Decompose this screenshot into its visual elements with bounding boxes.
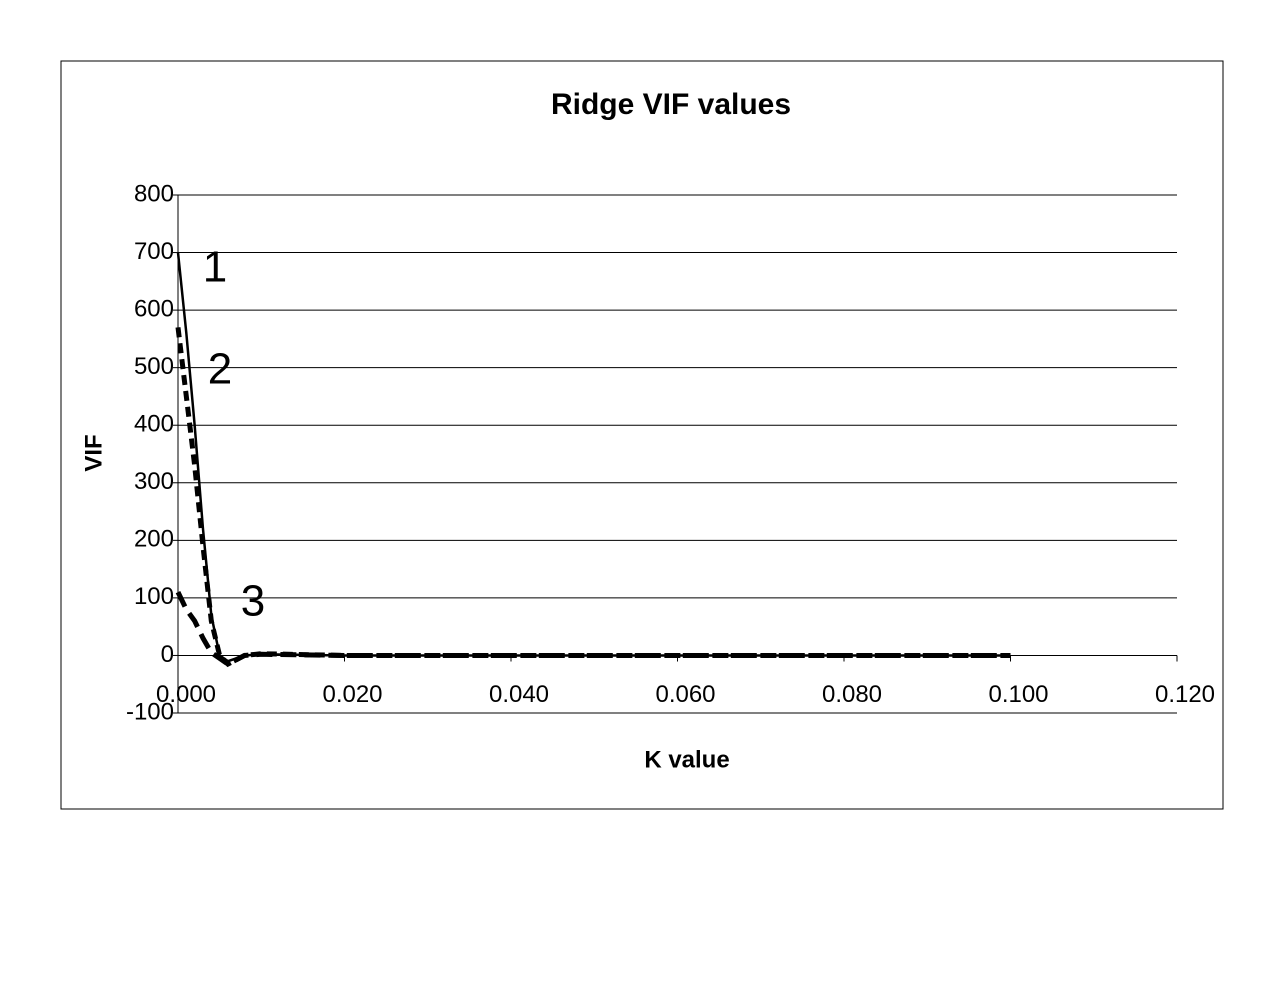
chart-frame (60, 60, 1224, 810)
x-tick-label: 0.080 (822, 681, 882, 708)
series-label: 3 (241, 577, 265, 626)
x-tick-label: 0.020 (322, 681, 382, 708)
x-tick-label: 0.000 (156, 681, 216, 708)
y-tick-label: 600 (134, 295, 174, 322)
chart-title: Ridge VIF values (551, 88, 791, 121)
x-tick-label: 0.100 (988, 681, 1048, 708)
series-label: 1 (203, 243, 227, 292)
y-tick-label: 700 (134, 238, 174, 265)
y-tick-label: -100 (126, 698, 174, 725)
x-tick-label: 0.040 (489, 681, 549, 708)
y-tick-label: 0 (161, 641, 174, 668)
y-tick-label: 400 (134, 411, 174, 438)
y-tick-label: 100 (134, 583, 174, 610)
y-tick-label: 200 (134, 526, 174, 553)
series-line (175, 327, 1011, 668)
y-tick-label: 500 (134, 353, 174, 380)
y-tick-label: 800 (134, 180, 174, 207)
series-line (175, 591, 1011, 667)
x-tick-label: 0.060 (655, 681, 715, 708)
x-axis-label: K value (644, 746, 729, 773)
y-axis-label: VIF (80, 434, 107, 471)
x-tick-label: 0.120 (1155, 681, 1215, 708)
series-label: 2 (208, 345, 232, 394)
y-tick-label: 300 (134, 468, 174, 495)
